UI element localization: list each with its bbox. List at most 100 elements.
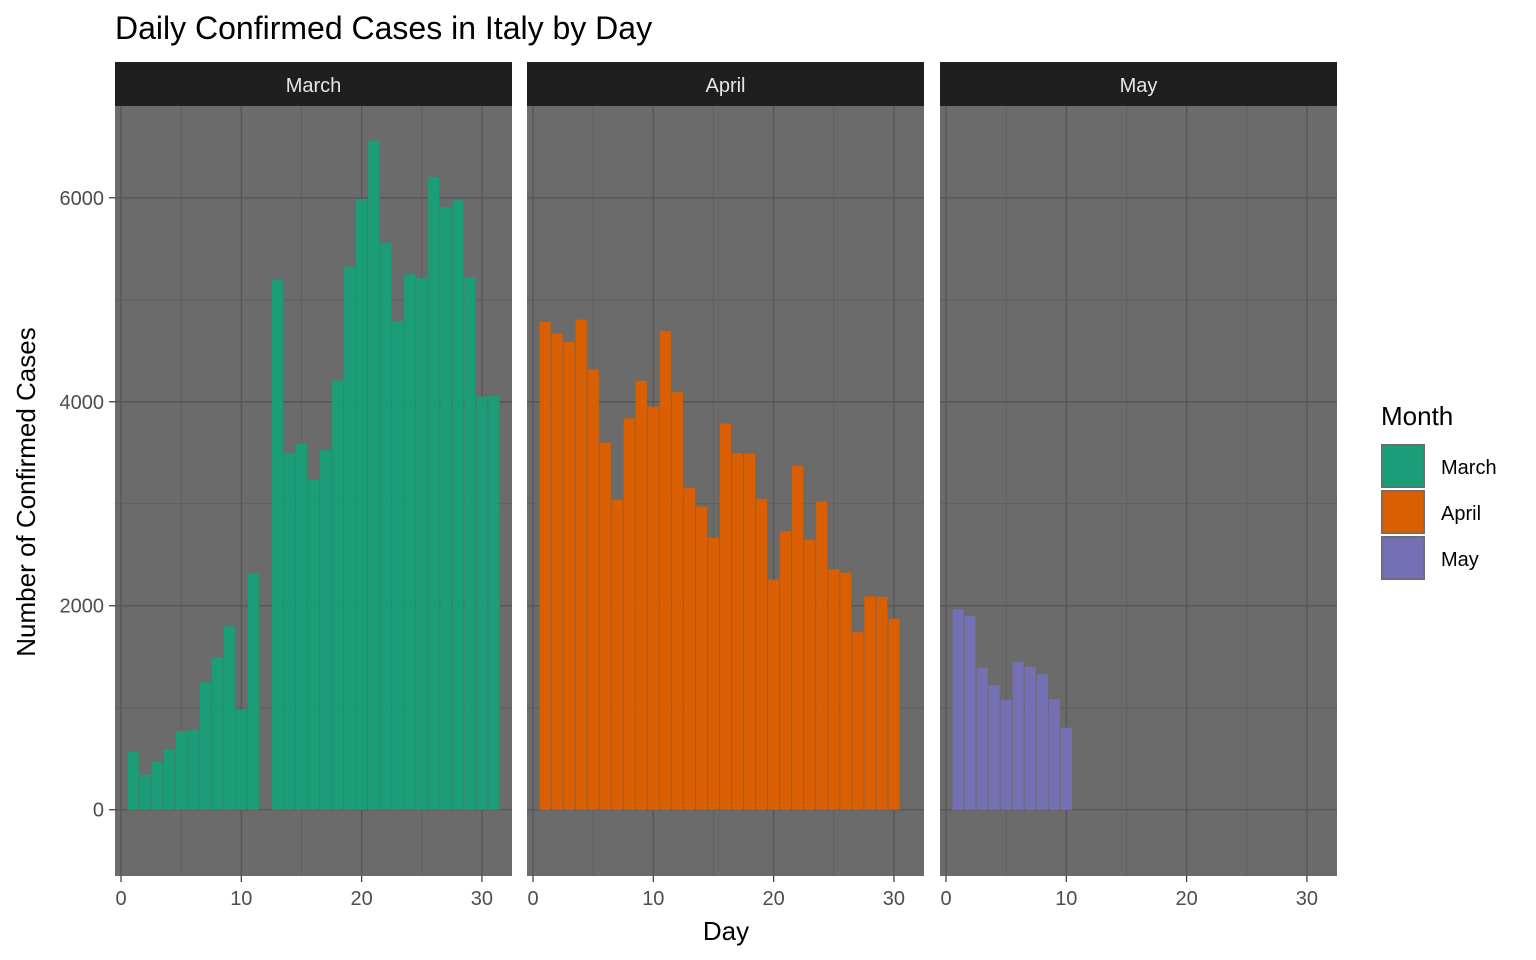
bar (599, 442, 611, 810)
x-tick-label: 10 (230, 888, 252, 910)
legend-label-may: May (1441, 549, 1479, 571)
bar (151, 761, 163, 810)
bar (211, 657, 223, 810)
legend-swatch-may (1381, 536, 1425, 580)
facet-strip (527, 62, 924, 106)
bar (755, 498, 768, 810)
facet-strip (115, 62, 512, 106)
bar (139, 774, 151, 810)
bar (964, 615, 976, 810)
facet-strip-label: April (705, 75, 745, 97)
bar (587, 369, 599, 810)
bar (623, 418, 635, 810)
bar (888, 618, 900, 810)
bar (355, 198, 368, 810)
bar (731, 453, 744, 810)
y-tick-label: 2000 (60, 596, 105, 618)
bar (575, 319, 587, 810)
bar (876, 596, 888, 810)
bar (551, 333, 563, 810)
facet-strip-label: May (1120, 75, 1158, 97)
bar (816, 501, 828, 810)
bar (127, 751, 139, 810)
x-tick-label: 10 (642, 888, 664, 910)
chart-title: Daily Confirmed Cases in Italy by Day (115, 10, 652, 46)
bar (488, 396, 500, 810)
bar (767, 579, 780, 810)
bar (295, 443, 308, 810)
x-tick-label: 20 (762, 888, 784, 910)
bar (392, 321, 404, 810)
bar (635, 380, 647, 810)
bar (283, 452, 296, 810)
y-tick-label: 0 (93, 800, 104, 822)
x-tick-label: 0 (527, 888, 538, 910)
bar (647, 406, 659, 810)
bar (199, 682, 211, 810)
x-tick-label: 0 (115, 888, 126, 910)
bar (331, 380, 344, 810)
bar (440, 206, 452, 810)
bar (976, 667, 988, 810)
bar (464, 277, 476, 810)
bar (840, 572, 852, 810)
bar (707, 537, 720, 810)
bar (307, 479, 320, 810)
bar (1000, 699, 1012, 810)
bar (988, 684, 1000, 810)
x-tick-label: 30 (1296, 888, 1318, 910)
bar (671, 392, 684, 810)
facet-strip-label: March (286, 75, 342, 97)
legend-swatch-march (1381, 444, 1425, 488)
y-axis-label: Number of Confirmed Cases (11, 327, 41, 656)
facet-panel-april: April 0 10 20 30 (527, 62, 924, 910)
bar (223, 626, 235, 810)
bar (343, 266, 356, 810)
bar (367, 140, 380, 810)
bar (404, 274, 416, 810)
bar (539, 321, 551, 810)
bar (779, 531, 792, 810)
y-tick-label: 4000 (60, 392, 105, 414)
bar (416, 278, 428, 810)
bar (659, 330, 672, 810)
y-tick-label: 6000 (60, 188, 105, 210)
bar (804, 539, 816, 810)
x-tick-label: 20 (1175, 888, 1197, 910)
bar (695, 506, 708, 810)
bar (952, 609, 964, 810)
legend-swatch-april (1381, 490, 1425, 534)
x-tick-label: 20 (350, 888, 372, 910)
bar (428, 176, 440, 810)
bar (743, 453, 756, 810)
bar (864, 596, 876, 810)
bar (452, 200, 464, 810)
legend-label-april: April (1441, 503, 1481, 525)
bar (163, 749, 175, 810)
bar (1024, 666, 1036, 810)
bar (187, 730, 199, 810)
legend-title: Month (1381, 401, 1453, 431)
x-tick-label: 30 (471, 888, 493, 910)
bar (852, 632, 864, 810)
bar (1012, 662, 1024, 810)
bar (563, 341, 575, 810)
bar (1036, 674, 1048, 810)
bar (1060, 727, 1072, 810)
bar (175, 731, 187, 810)
bar (611, 499, 623, 810)
facet-panels: March 0 10 20 30 0 2000 4000 6000 April 0 10 20 30 May… (60, 62, 1337, 910)
bar (792, 465, 804, 810)
x-axis-label: Day (703, 916, 749, 946)
facet-panel-march: March 0 10 20 30 0 2000 4000 6000 (60, 62, 512, 910)
x-tick-label: 30 (883, 888, 905, 910)
bar (247, 573, 260, 810)
bar (476, 396, 488, 810)
bar (683, 487, 696, 810)
bar (1048, 699, 1060, 810)
bar (271, 279, 284, 810)
bar (719, 423, 732, 810)
facet-panel-may: May 0 10 20 30 (940, 62, 1337, 910)
bar (235, 709, 247, 810)
